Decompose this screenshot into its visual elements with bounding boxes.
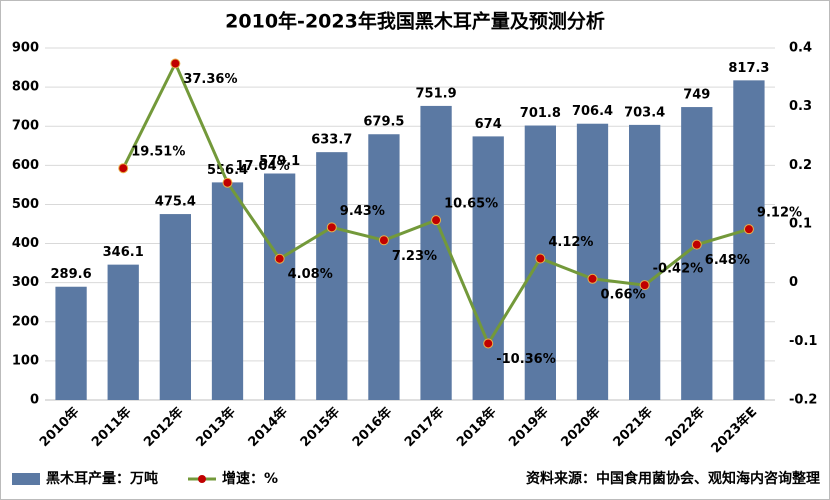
- bar-value-label: 751.9: [416, 86, 457, 101]
- y2-tick-label: 0: [789, 275, 798, 290]
- y2-tick-label: -0.1: [789, 334, 817, 349]
- growth-marker: [691, 239, 702, 250]
- growth-marker: [222, 177, 233, 188]
- bar-value-label: 817.3: [728, 61, 769, 76]
- bar: [368, 134, 400, 401]
- growth-marker: [743, 224, 754, 235]
- growth-value-label: 7.23%: [392, 249, 437, 264]
- y-tick-label: 200: [12, 314, 39, 329]
- y-tick-label: 0: [30, 393, 39, 408]
- bar-value-label: 556.4: [207, 163, 248, 178]
- bar: [733, 80, 765, 401]
- y-tick-label: 400: [12, 236, 39, 251]
- y2-tick-label: 0.4: [789, 41, 812, 56]
- bar: [211, 182, 244, 400]
- y-tick-label: 300: [12, 275, 39, 290]
- bar-value-label: 633.7: [311, 133, 352, 148]
- bar-value-label: 475.4: [155, 195, 196, 210]
- growth-value-label: 4.08%: [288, 267, 333, 282]
- bar-value-label: 674: [475, 117, 502, 132]
- bar-value-label: 346.1: [103, 245, 144, 260]
- bar: [159, 214, 191, 400]
- y2-tick-label: 0.3: [789, 99, 812, 114]
- growth-value-label: 10.65%: [444, 197, 498, 212]
- y-tick-label: 800: [12, 80, 39, 95]
- bar-value-label: 706.4: [572, 104, 613, 119]
- y-tick-label: 500: [12, 197, 39, 212]
- chart-title: 2010年-2023年我国黑木耳产量及预测分析: [225, 10, 605, 33]
- growth-value-label: 9.43%: [340, 204, 385, 219]
- bar: [316, 152, 348, 400]
- y-tick-label: 100: [12, 353, 39, 368]
- growth-marker: [639, 280, 650, 291]
- bar: [420, 105, 452, 400]
- bar: [576, 123, 609, 400]
- growth-value-label: -10.36%: [496, 352, 556, 367]
- growth-value-label: 19.51%: [131, 145, 185, 160]
- growth-marker: [431, 215, 442, 226]
- bar-value-label: 701.8: [520, 106, 561, 121]
- bar: [55, 286, 87, 400]
- bar: [472, 136, 504, 400]
- y-tick-label: 900: [12, 41, 39, 56]
- growth-value-label: -0.42%: [653, 262, 704, 277]
- y-tick-label: 700: [12, 119, 39, 134]
- bar-value-label: 703.4: [624, 105, 665, 120]
- growth-marker: [483, 338, 494, 349]
- growth-marker: [535, 253, 546, 264]
- growth-value-label: 17.04%: [236, 159, 290, 174]
- bar: [629, 124, 661, 400]
- growth-value-label: 6.48%: [705, 253, 750, 268]
- growth-marker: [326, 222, 337, 233]
- growth-marker: [378, 235, 389, 246]
- growth-marker: [274, 253, 285, 264]
- growth-marker: [170, 58, 181, 69]
- y2-tick-label: 0.2: [789, 158, 812, 173]
- growth-value-label: 4.12%: [548, 235, 593, 250]
- legend-label: 黑木耳产量：万吨: [46, 470, 158, 487]
- bar-value-label: 749: [683, 88, 710, 103]
- bar-value-label: 289.6: [51, 267, 92, 282]
- y-tick-label: 600: [12, 158, 39, 173]
- growth-value-label: 9.12%: [757, 206, 802, 221]
- bar-value-label: 679.5: [363, 115, 404, 130]
- growth-marker: [587, 273, 598, 284]
- y2-tick-label: 0.1: [789, 217, 812, 232]
- growth-value-label: 37.36%: [183, 72, 237, 87]
- growth-value-label: 0.66%: [601, 287, 646, 302]
- bar: [264, 173, 296, 400]
- bar: [107, 264, 139, 400]
- legend-swatch: [198, 475, 206, 483]
- growth-marker: [118, 163, 129, 174]
- source-note: 资料来源：中国食用菌协会、观知海内咨询整理: [526, 470, 820, 487]
- bar-value-label: 579.1: [259, 154, 300, 169]
- legend-swatch: [12, 473, 40, 485]
- y2-tick-label: -0.2: [789, 393, 817, 408]
- legend-label: 增速：%: [222, 470, 278, 487]
